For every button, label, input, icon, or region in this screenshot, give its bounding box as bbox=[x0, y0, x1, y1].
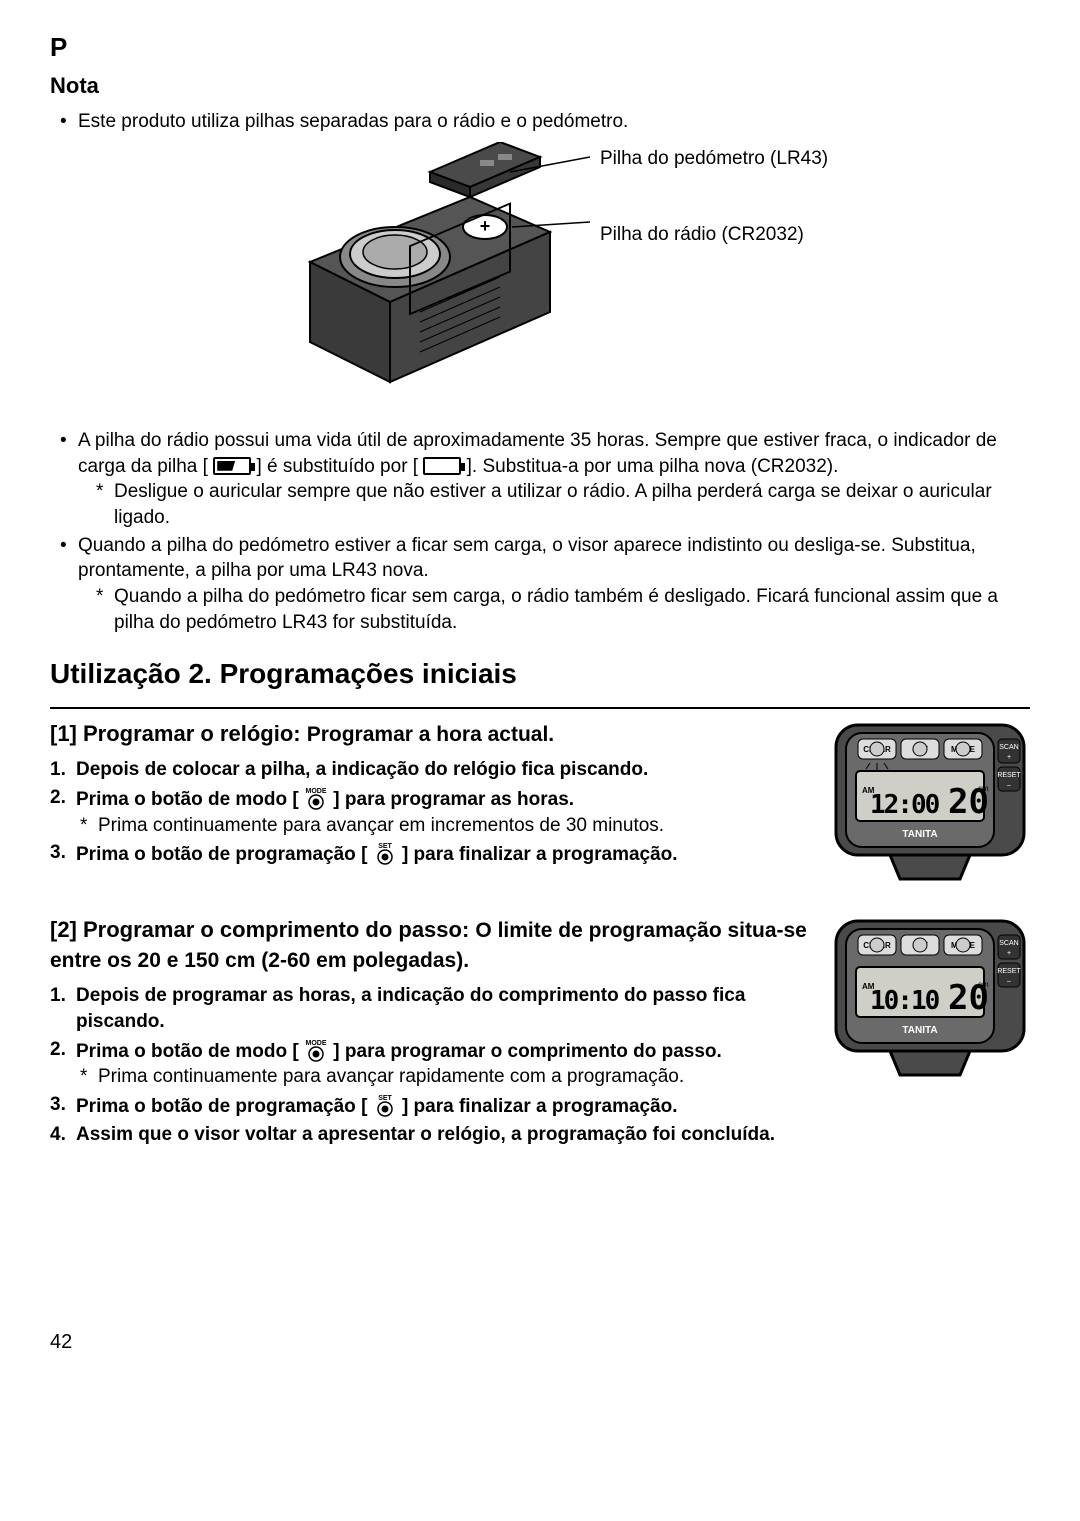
section-title: Utilização 2. Programações iniciais bbox=[50, 655, 1030, 693]
text-fragment: Prima o botão de modo [ bbox=[76, 789, 304, 810]
step-item: Prima o botão de modo [ MODE ] para prog… bbox=[76, 785, 810, 838]
battery-empty-icon bbox=[423, 457, 461, 475]
svg-text:SCAN: SCAN bbox=[999, 744, 1018, 751]
step-item: Prima o botão de programação [ SET ] par… bbox=[76, 840, 810, 868]
pedometer-figure-2: CLEAR SET MODE AM 10:10 20 cm TANITA SCA… bbox=[830, 915, 1030, 1093]
battery-full-icon bbox=[213, 457, 251, 475]
step-item: Assim que o visor voltar a apresentar o … bbox=[76, 1122, 810, 1148]
svg-text:–: – bbox=[1007, 978, 1011, 985]
mode-button-icon: MODE bbox=[304, 1037, 328, 1063]
svg-text:SET: SET bbox=[378, 1095, 392, 1102]
svg-text:12:00: 12:00 bbox=[870, 790, 940, 820]
set-button-icon: SET bbox=[373, 1092, 397, 1118]
subsection-title: [1] Programar o relógio: Programar a hor… bbox=[50, 719, 810, 749]
svg-text:SCAN: SCAN bbox=[999, 940, 1018, 947]
text-fragment: ] para finalizar a programação. bbox=[397, 1096, 678, 1117]
svg-text:cm: cm bbox=[978, 784, 989, 793]
text-fragment: [1] Programar o relógio: bbox=[50, 721, 307, 746]
svg-text:–: – bbox=[1007, 782, 1011, 789]
svg-text:RESET: RESET bbox=[997, 772, 1021, 779]
text-fragment: ] para finalizar a programação. bbox=[397, 844, 678, 865]
svg-text:+: + bbox=[1007, 950, 1011, 957]
section-divider bbox=[50, 707, 1030, 709]
step-item: Depois de programar as horas, a indicaçã… bbox=[76, 983, 810, 1034]
bullet-item: A pilha do rádio possui uma vida útil de… bbox=[78, 428, 1030, 531]
svg-text:+: + bbox=[480, 216, 491, 236]
bullet-item: Este produto utiliza pilhas separadas pa… bbox=[78, 109, 1030, 135]
sub-note: Quando a pilha do pedómetro ficar sem ca… bbox=[92, 584, 1030, 635]
text-fragment: [2] Programar o comprimento do passo: bbox=[50, 917, 475, 942]
svg-text:MODE: MODE bbox=[306, 1040, 327, 1047]
step-note: Prima continuamente para avançar rapidam… bbox=[76, 1064, 810, 1090]
step-item: Prima o botão de programação [ SET ] par… bbox=[76, 1092, 810, 1120]
svg-text:RESET: RESET bbox=[997, 968, 1021, 975]
bullet-item: Quando a pilha do pedómetro estiver a fi… bbox=[78, 533, 1030, 636]
nota-heading: Nota bbox=[50, 71, 1030, 101]
svg-text:cm: cm bbox=[978, 980, 989, 989]
svg-text:SET: SET bbox=[378, 843, 392, 850]
step-note: Prima continuamente para avançar em incr… bbox=[76, 813, 810, 839]
subsection-title: [2] Programar o comprimento do passo: O … bbox=[50, 915, 810, 976]
set-button-icon: SET bbox=[373, 840, 397, 866]
step-item: Depois de colocar a pilha, a indicação d… bbox=[76, 757, 810, 783]
page-number: 42 bbox=[50, 1329, 1030, 1356]
device-figure-row: + OFF Pilha do pedómetro (LR43) Pilha do… bbox=[50, 142, 1030, 410]
step-item: Prima o botão de modo [ MODE ] para prog… bbox=[76, 1037, 810, 1090]
text-fragment: ] para programar o comprimento do passo. bbox=[328, 1041, 722, 1062]
battery-label-pedometer: Pilha do pedómetro (LR43) bbox=[600, 146, 828, 172]
pedometer-figure-1: CLEAR SET MODE AM 12:00 20 cm TANITA bbox=[830, 719, 1030, 897]
language-code: P bbox=[50, 30, 1030, 65]
text-fragment: ] é substituído por [ bbox=[256, 456, 423, 477]
svg-text:MODE: MODE bbox=[306, 788, 327, 795]
text-fragment: ]. Substitua-a por uma pilha nova (CR203… bbox=[467, 456, 839, 477]
sub-note: Desligue o auricular sempre que não esti… bbox=[92, 479, 1030, 530]
battery-label-radio: Pilha do rádio (CR2032) bbox=[600, 222, 828, 248]
svg-text:TANITA: TANITA bbox=[902, 829, 937, 840]
mode-button-icon: MODE bbox=[304, 785, 328, 811]
svg-text:TANITA: TANITA bbox=[902, 1025, 937, 1036]
text-fragment: Programar a hora actual. bbox=[307, 723, 554, 746]
text-fragment: Prima o botão de programação [ bbox=[76, 1096, 373, 1117]
text-fragment: ] para programar as horas. bbox=[328, 789, 574, 810]
device-labels: Pilha do pedómetro (LR43) Pilha do rádio… bbox=[590, 142, 828, 297]
svg-text:+: + bbox=[1007, 754, 1011, 761]
text-fragment: Quando a pilha do pedómetro estiver a fi… bbox=[78, 535, 976, 582]
svg-text:10:10: 10:10 bbox=[870, 986, 940, 1016]
device-illustration: + OFF bbox=[290, 142, 590, 410]
text-fragment: Prima o botão de modo [ bbox=[76, 1041, 304, 1062]
text-fragment: Prima o botão de programação [ bbox=[76, 844, 373, 865]
